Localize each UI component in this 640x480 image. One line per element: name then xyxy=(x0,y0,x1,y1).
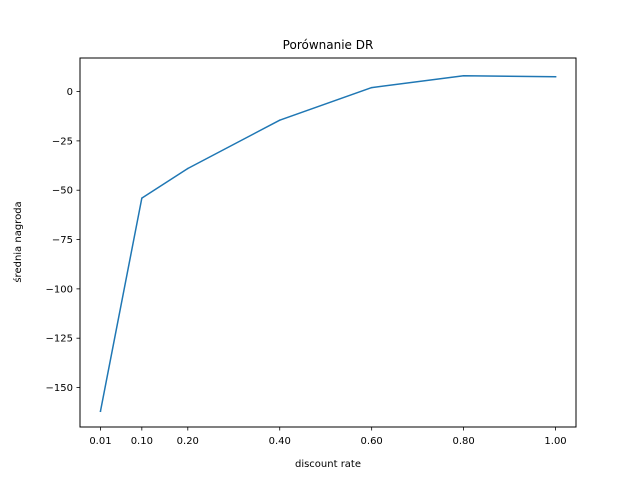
x-axis-label: discount rate xyxy=(295,459,361,470)
series-layer xyxy=(99,75,557,413)
y-tick-label: −25 xyxy=(52,136,73,147)
plot-area xyxy=(80,58,576,427)
x-tick-label: 0.10 xyxy=(131,436,153,447)
x-tick-label: 0.80 xyxy=(452,436,474,447)
y-tick-label: −75 xyxy=(52,235,73,246)
data-point xyxy=(141,197,143,199)
data-point xyxy=(370,86,373,89)
y-tick-label: −50 xyxy=(52,186,73,197)
data-point xyxy=(554,75,557,78)
x-tick-label: 0.40 xyxy=(269,436,291,447)
data-point xyxy=(187,167,189,170)
x-tick-label: 1.00 xyxy=(544,436,566,447)
y-tick-label: −125 xyxy=(46,334,73,345)
y-tick-label: −100 xyxy=(46,284,73,295)
data-point xyxy=(462,75,465,77)
y-axis-label: średnia nagroda xyxy=(12,201,24,282)
x-tick-label: 0.01 xyxy=(89,436,111,447)
y-axis-ticks: 0 −25 −50 −75 −100 −125 −150 xyxy=(46,87,80,394)
data-point xyxy=(278,119,281,121)
data-point xyxy=(99,410,102,412)
x-tick-label: 0.60 xyxy=(361,436,383,447)
y-tick-label: 0 xyxy=(67,87,73,98)
x-axis-ticks: 0.01 0.10 0.20 0.40 0.60 0.80 1.00 xyxy=(89,427,567,447)
y-tick-label: −150 xyxy=(46,383,73,394)
x-tick-label: 0.20 xyxy=(177,436,199,447)
plot-frame xyxy=(79,57,577,428)
chart-title: Porównanie DR xyxy=(283,38,374,52)
